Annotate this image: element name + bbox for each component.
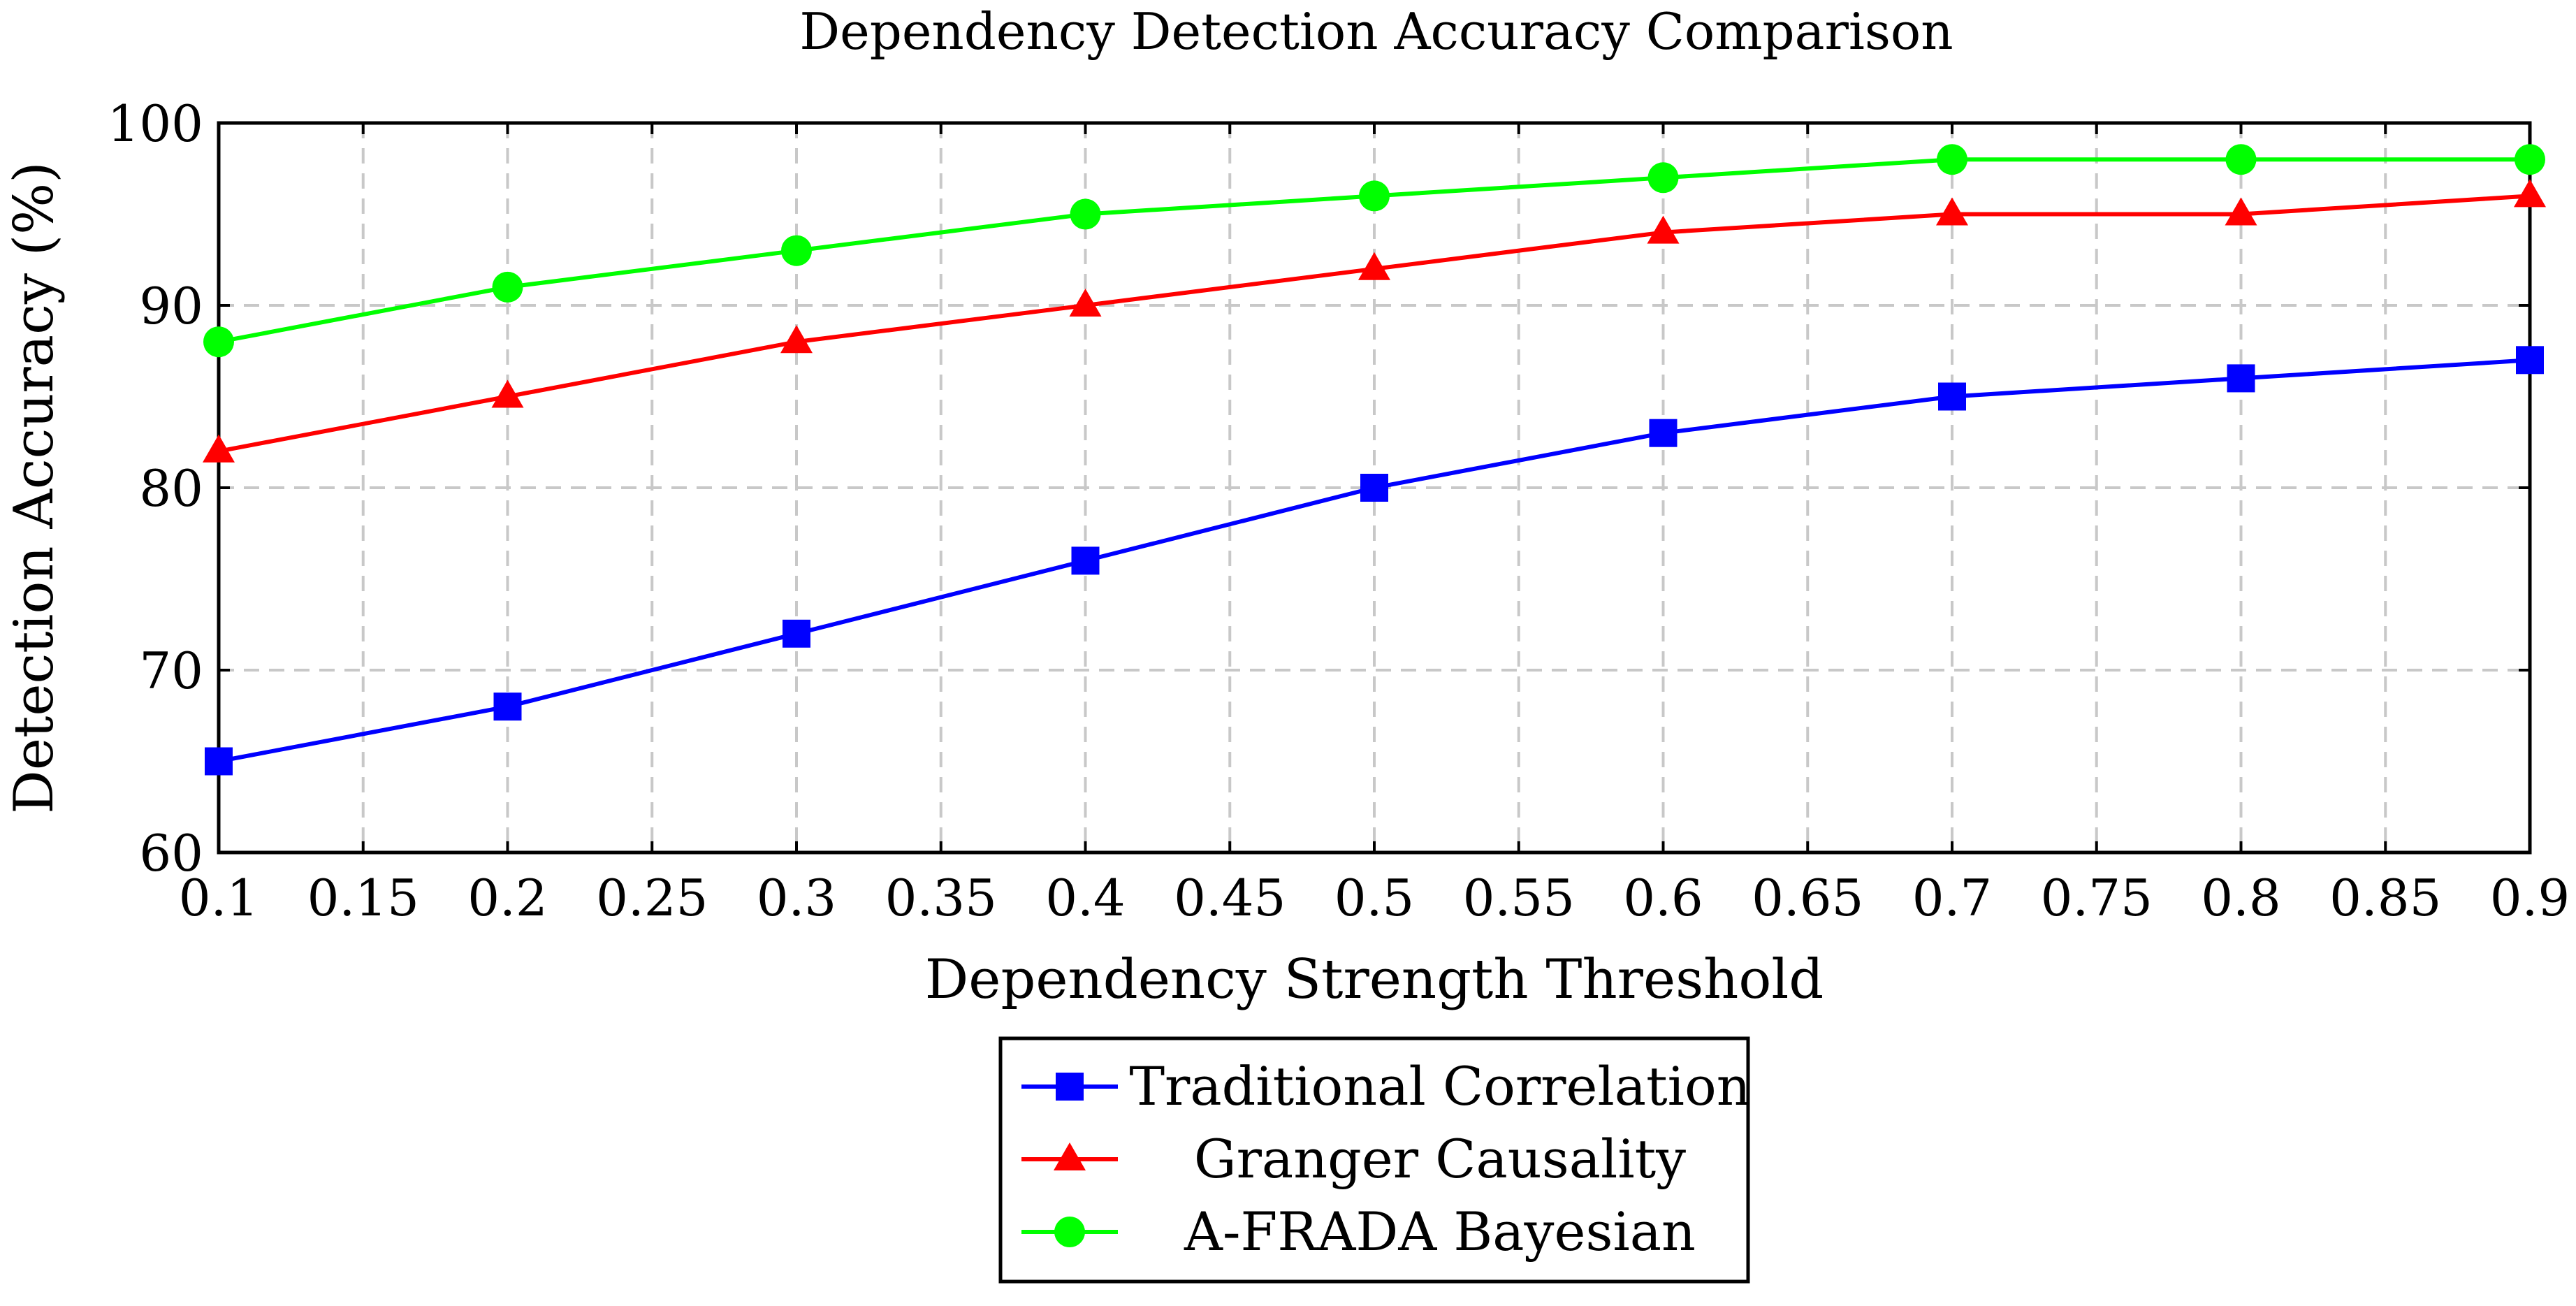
data-point-granger-causality (491, 379, 524, 408)
data-point-granger-causality (1936, 197, 1968, 226)
x-tick-label: 0.85 (2329, 869, 2441, 927)
data-point-traditional-correlation (1360, 474, 1388, 502)
x-tick-label: 0.35 (885, 869, 997, 927)
x-tick-label: 0.5 (1334, 869, 1415, 927)
y-tick-labels: 60 70 80 90 100 (108, 94, 203, 883)
legend-marker-a-frada-bayesian (1054, 1217, 1085, 1247)
x-tick-label: 0.25 (596, 869, 708, 927)
legend-label-a-frada-bayesian: A-FRADA Bayesian (1184, 1200, 1696, 1263)
data-point-traditional-correlation (1649, 419, 1678, 447)
legend: Traditional Correlation Granger Causality… (998, 1036, 1751, 1284)
legend-label-traditional-correlation: Traditional Correlation (1129, 1055, 1750, 1117)
y-tick-label: 100 (108, 94, 203, 153)
data-point-a-frada-bayesian (2225, 144, 2257, 175)
x-tick-label: 0.75 (2041, 869, 2153, 927)
series-group (203, 144, 2546, 776)
data-point-traditional-correlation (2227, 364, 2255, 393)
series-traditional-correlation (205, 346, 2544, 776)
data-point-traditional-correlation (1938, 382, 1966, 411)
data-point-a-frada-bayesian (2515, 144, 2545, 175)
legend-label-granger-causality: Granger Causality (1194, 1128, 1686, 1190)
series-a-frada-bayesian (203, 144, 2545, 358)
x-tick-label: 0.3 (757, 869, 837, 927)
legend-entry-a-frada-bayesian: A-FRADA Bayesian (1021, 1200, 1696, 1263)
legend-entry-granger-causality: Granger Causality (1021, 1128, 1686, 1190)
x-tick-label: 0.9 (2490, 869, 2570, 927)
data-point-a-frada-bayesian (203, 326, 234, 358)
data-point-traditional-correlation (493, 692, 522, 721)
data-point-granger-causality (2514, 179, 2546, 208)
x-tick-label: 0.4 (1045, 869, 1126, 927)
legend-marker-traditional-correlation (1056, 1073, 1084, 1101)
x-tick-label: 0.8 (2201, 869, 2281, 927)
grid (219, 123, 2530, 852)
legend-box (998, 1036, 1750, 1284)
data-point-a-frada-bayesian (1647, 162, 1679, 194)
legend-entry-traditional-correlation: Traditional Correlation (1021, 1055, 1751, 1117)
chart-title: Dependency Detection Accuracy Comparison (799, 2, 1953, 61)
data-point-traditional-correlation (1071, 546, 1100, 575)
x-tick-label: 0.1 (179, 869, 259, 927)
data-point-granger-causality (1358, 252, 1390, 280)
data-point-traditional-correlation (205, 747, 233, 776)
x-tick-label: 0.55 (1463, 869, 1575, 927)
data-point-a-frada-bayesian (781, 235, 812, 266)
series-granger-causality (203, 179, 2546, 463)
x-tick-labels: 0.1 0.15 0.2 0.25 0.3 0.35 0.4 0.45 0.5 0.55 0.6 0.… (179, 869, 2570, 927)
data-point-granger-causality (780, 325, 813, 354)
data-point-traditional-correlation (783, 619, 810, 648)
data-point-granger-causality (1069, 289, 1102, 317)
x-axis-label: Dependency Strength Threshold (925, 948, 1824, 1011)
data-point-granger-causality (203, 434, 235, 463)
legend-marker-granger-causality (1054, 1142, 1086, 1170)
y-tick-label: 90 (139, 277, 203, 335)
data-point-a-frada-bayesian (1937, 144, 1967, 175)
y-tick-label: 70 (139, 641, 203, 700)
data-point-traditional-correlation (2516, 346, 2544, 375)
x-tick-label: 0.7 (1912, 869, 1993, 927)
plot-frame (217, 121, 2532, 855)
x-tick-label: 0.6 (1623, 869, 1703, 927)
data-point-a-frada-bayesian (492, 271, 523, 303)
data-point-a-frada-bayesian (1359, 180, 1390, 212)
data-point-a-frada-bayesian (1070, 198, 1101, 230)
y-axis-label: Detection Accuracy (%) (3, 161, 66, 813)
y-tick-label: 80 (139, 459, 203, 518)
data-point-granger-causality (1647, 215, 1680, 244)
y-tick-label: 60 (139, 824, 203, 883)
x-tick-label: 0.65 (1752, 869, 1863, 927)
x-tick-label: 0.2 (467, 869, 548, 927)
x-tick-label: 0.15 (307, 869, 419, 927)
x-tick-label: 0.45 (1174, 869, 1286, 927)
data-point-granger-causality (2225, 197, 2257, 226)
